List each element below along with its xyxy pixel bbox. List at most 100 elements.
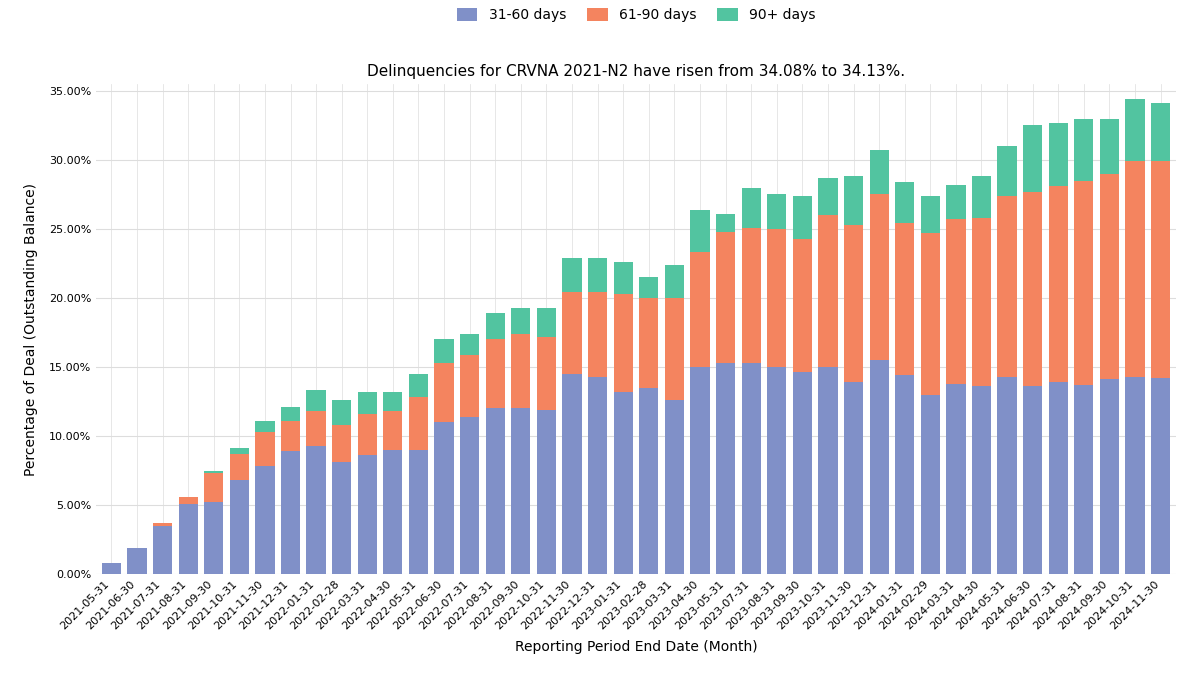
Bar xyxy=(997,146,1016,196)
Bar xyxy=(997,377,1016,574)
Title: Delinquencies for CRVNA 2021-N2 have risen from 34.08% to 34.13%.: Delinquencies for CRVNA 2021-N2 have ris… xyxy=(367,64,905,78)
Bar xyxy=(152,523,172,526)
Bar xyxy=(665,400,684,574)
Bar xyxy=(767,229,786,367)
Bar xyxy=(613,262,632,294)
Bar xyxy=(179,497,198,503)
Bar xyxy=(383,392,402,411)
Bar xyxy=(1074,181,1093,385)
Bar xyxy=(1049,122,1068,186)
Bar xyxy=(972,218,991,386)
X-axis label: Reporting Period End Date (Month): Reporting Period End Date (Month) xyxy=(515,640,757,654)
Bar xyxy=(844,225,863,382)
Bar xyxy=(179,503,198,574)
Bar xyxy=(229,454,248,480)
Bar xyxy=(588,258,607,293)
Bar xyxy=(229,480,248,574)
Bar xyxy=(665,298,684,400)
Bar xyxy=(793,372,812,574)
Legend: 31-60 days, 61-90 days, 90+ days: 31-60 days, 61-90 days, 90+ days xyxy=(451,3,821,28)
Bar xyxy=(665,265,684,298)
Bar xyxy=(947,185,966,219)
Bar xyxy=(1024,125,1043,192)
Bar xyxy=(460,416,479,574)
Bar xyxy=(204,471,223,473)
Bar xyxy=(204,502,223,574)
Bar xyxy=(716,232,736,363)
Bar xyxy=(256,421,275,432)
Bar xyxy=(1100,174,1120,379)
Bar xyxy=(1049,186,1068,382)
Bar xyxy=(1126,161,1145,377)
Bar xyxy=(536,410,556,574)
Bar xyxy=(281,452,300,574)
Bar xyxy=(563,374,582,574)
Bar xyxy=(332,462,352,574)
Bar xyxy=(844,176,863,225)
Bar xyxy=(511,307,530,334)
Bar xyxy=(152,526,172,574)
Bar xyxy=(972,176,991,218)
Bar xyxy=(742,228,761,363)
Bar xyxy=(127,548,146,574)
Bar xyxy=(383,450,402,574)
Bar xyxy=(332,425,352,462)
Bar xyxy=(895,223,914,375)
Bar xyxy=(920,395,940,574)
Bar xyxy=(1126,377,1145,574)
Bar xyxy=(1126,99,1145,161)
Bar xyxy=(716,214,736,232)
Bar xyxy=(229,449,248,454)
Bar xyxy=(409,374,428,398)
Bar xyxy=(460,334,479,354)
Bar xyxy=(511,334,530,408)
Bar xyxy=(920,233,940,395)
Bar xyxy=(306,411,325,446)
Bar xyxy=(920,196,940,233)
Bar xyxy=(536,337,556,410)
Bar xyxy=(409,398,428,450)
Bar xyxy=(640,298,659,388)
Bar xyxy=(818,367,838,574)
Bar xyxy=(767,367,786,574)
Bar xyxy=(742,188,761,228)
Bar xyxy=(1074,118,1093,181)
Bar xyxy=(1049,382,1068,574)
Bar xyxy=(204,473,223,502)
Bar xyxy=(613,392,632,574)
Bar xyxy=(870,195,889,360)
Bar xyxy=(434,363,454,422)
Bar xyxy=(536,307,556,337)
Bar xyxy=(1151,161,1170,378)
Bar xyxy=(690,209,709,253)
Bar xyxy=(1024,386,1043,574)
Bar xyxy=(434,422,454,574)
Bar xyxy=(716,363,736,574)
Bar xyxy=(690,253,709,367)
Bar xyxy=(256,432,275,466)
Bar xyxy=(870,360,889,574)
Bar xyxy=(409,450,428,574)
Bar xyxy=(460,354,479,416)
Bar xyxy=(793,239,812,372)
Bar xyxy=(613,294,632,392)
Bar xyxy=(588,293,607,377)
Bar xyxy=(102,563,121,574)
Bar xyxy=(997,196,1016,377)
Bar xyxy=(256,466,275,574)
Bar xyxy=(818,178,838,215)
Bar xyxy=(563,258,582,293)
Bar xyxy=(947,384,966,574)
Bar xyxy=(358,392,377,414)
Bar xyxy=(895,182,914,223)
Bar xyxy=(281,421,300,452)
Bar xyxy=(588,377,607,574)
Bar xyxy=(486,408,505,574)
Bar xyxy=(1024,192,1043,386)
Bar xyxy=(972,386,991,574)
Bar xyxy=(358,455,377,574)
Bar xyxy=(383,411,402,450)
Bar xyxy=(1100,118,1120,174)
Bar xyxy=(640,277,659,298)
Bar xyxy=(486,313,505,340)
